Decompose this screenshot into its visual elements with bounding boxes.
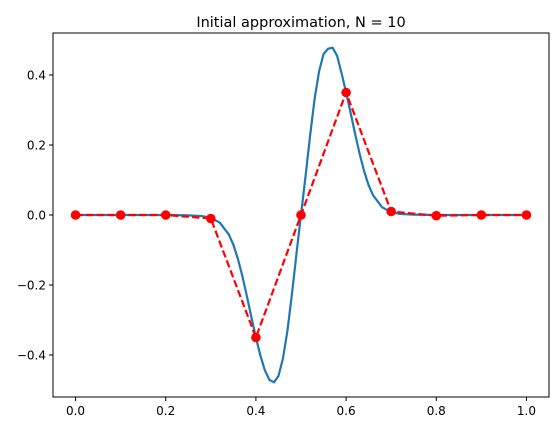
series-2-point <box>70 210 81 220</box>
series-2-point <box>431 210 442 221</box>
series-2-point <box>341 87 351 98</box>
series-2-point <box>206 213 216 224</box>
y-axis: −0.4 −0.2 0.0 0.2 0.4 <box>17 68 53 362</box>
x-tick-label: 0.0 <box>66 404 85 418</box>
series-2-point <box>521 210 532 220</box>
y-tick-label: −0.4 <box>17 348 46 362</box>
x-tick-label: 0.4 <box>246 404 265 418</box>
x-tick-label: 0.8 <box>427 404 446 418</box>
series-2-point <box>386 206 396 217</box>
x-axis: 0.0 0.2 0.4 0.6 0.8 1.0 <box>66 397 536 418</box>
series-2-point <box>251 332 261 343</box>
x-tick-label: 1.0 <box>517 404 536 418</box>
series-2-point <box>160 210 171 220</box>
y-tick-label: 0.4 <box>27 68 46 82</box>
y-tick-label: 0.2 <box>27 138 46 152</box>
chart-title: Initial approximation, N = 10 <box>196 15 405 31</box>
x-tick-label: 0.6 <box>337 404 356 418</box>
series-2-point <box>476 210 487 220</box>
y-tick-label: −0.2 <box>17 278 46 292</box>
series-2-point <box>296 210 306 220</box>
series-2-point <box>115 210 126 220</box>
x-tick-label: 0.2 <box>156 404 175 418</box>
series-layer <box>70 46 532 384</box>
y-tick-label: 0.0 <box>27 208 46 222</box>
